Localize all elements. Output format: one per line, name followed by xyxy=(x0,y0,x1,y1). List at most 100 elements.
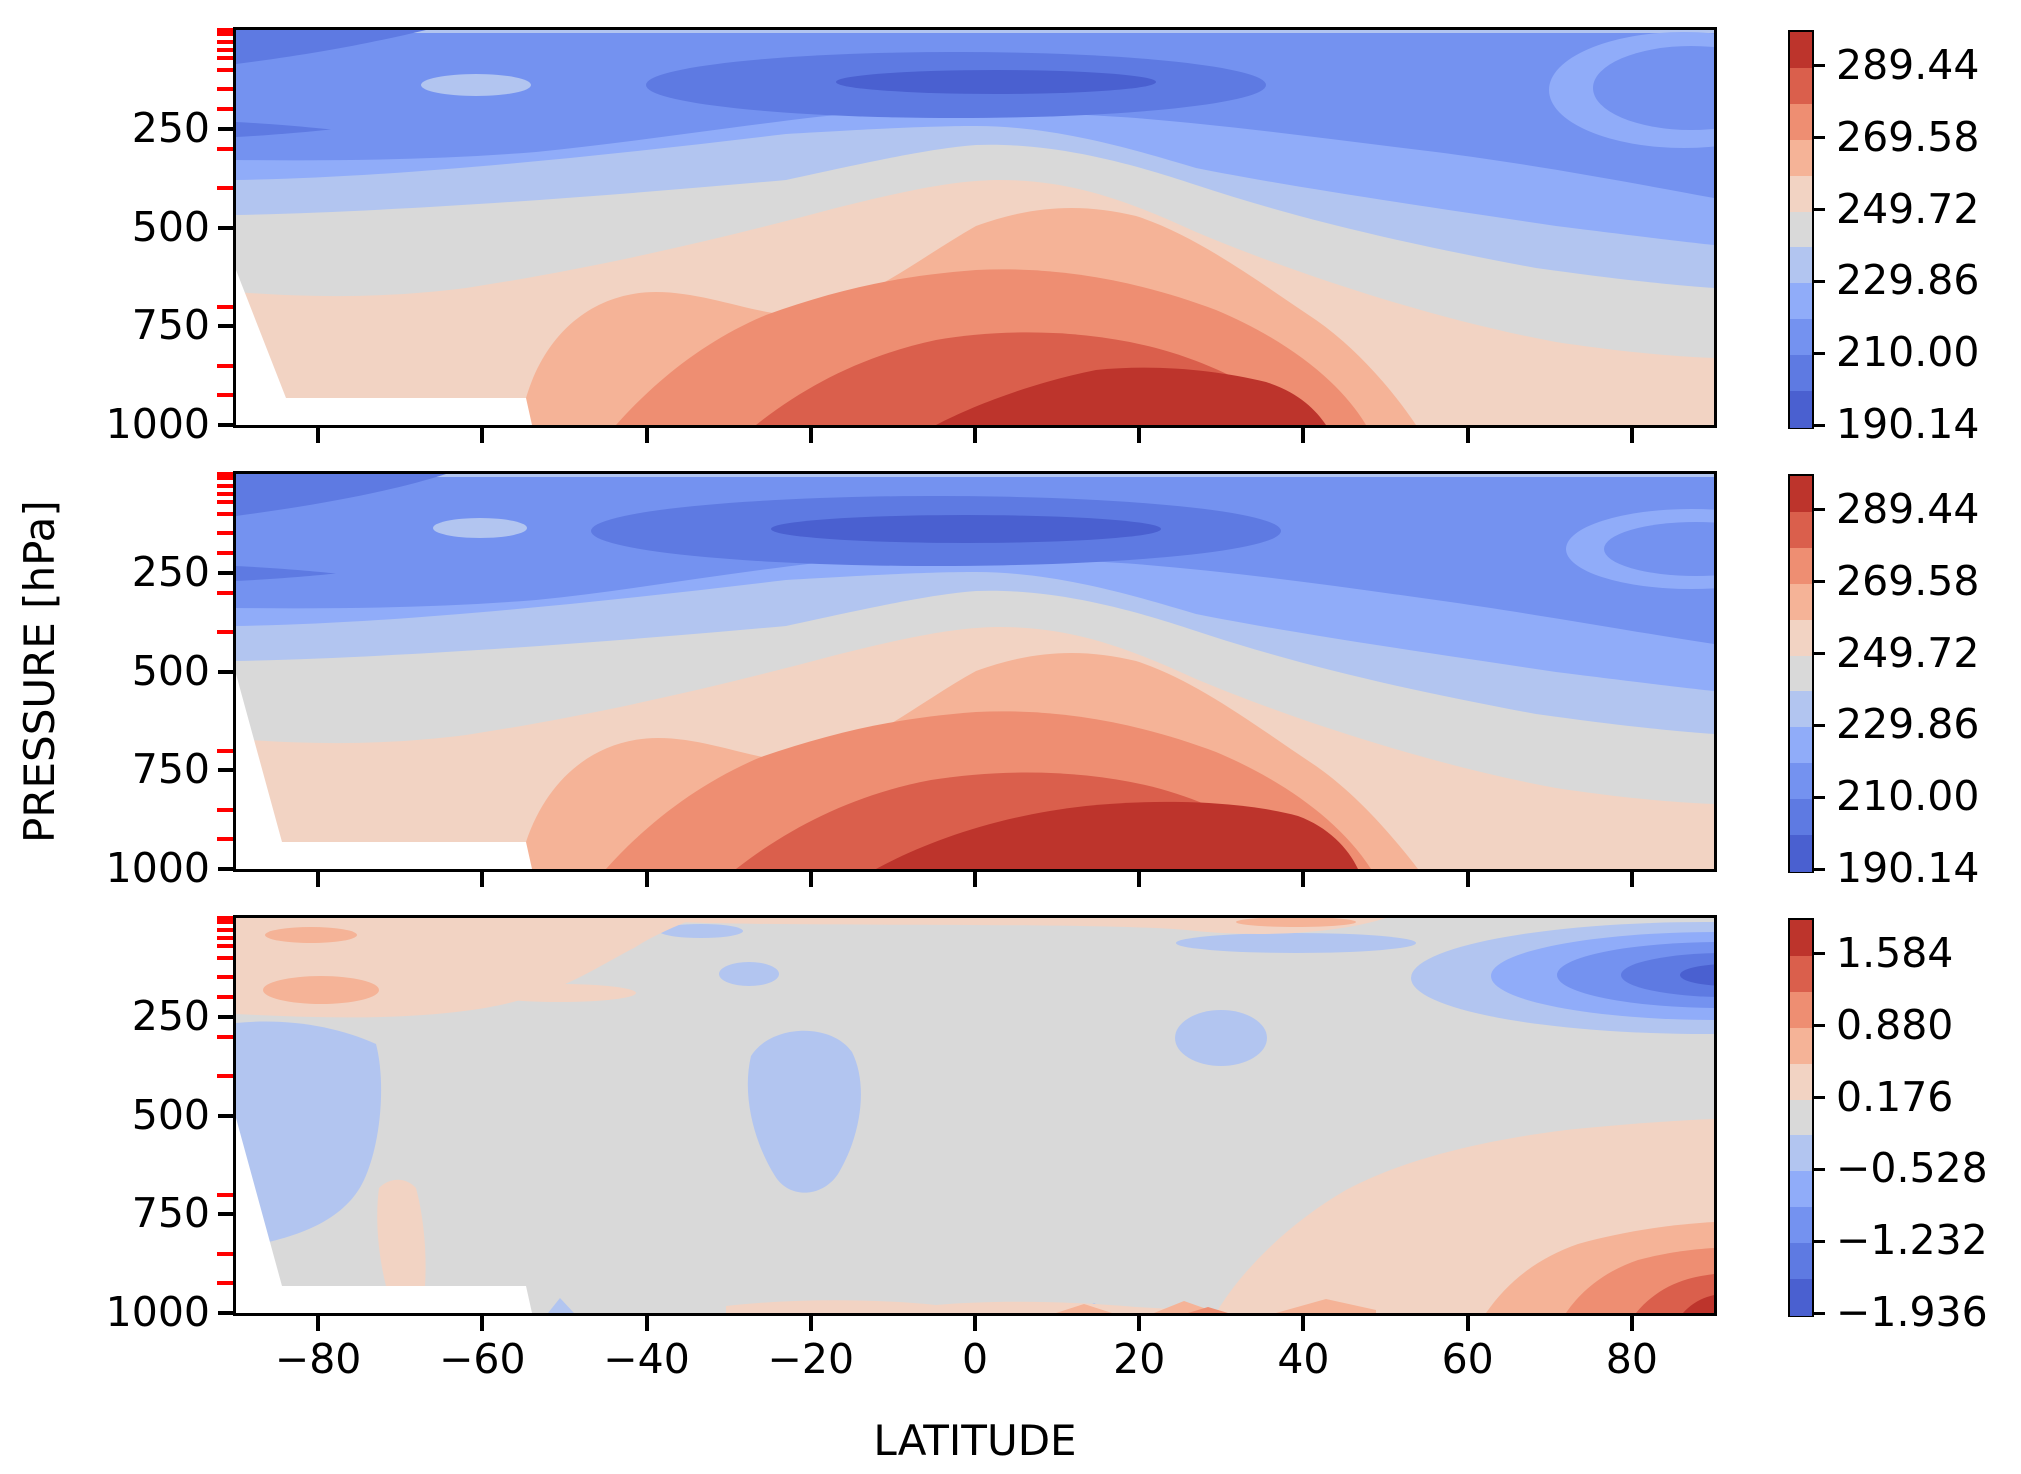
x-tick-mark xyxy=(1137,1316,1142,1331)
model-level-tick xyxy=(217,590,233,595)
colorbar-tick-mark xyxy=(1812,952,1825,956)
model-level-tick xyxy=(217,107,233,111)
colorbar-tick-mark xyxy=(1812,508,1825,512)
contour-plot-diff xyxy=(236,918,1714,1313)
contour-band xyxy=(1683,1295,1714,1313)
contour-band xyxy=(377,1179,426,1286)
colorbar-tick-label: 269.58 xyxy=(1836,112,1980,161)
x-tick-mark xyxy=(1629,872,1634,887)
model-level-tick xyxy=(217,47,233,52)
y-tick-mark xyxy=(218,867,233,871)
colorbar-band xyxy=(1790,391,1812,428)
contour-band xyxy=(236,474,446,516)
model-level-tick xyxy=(217,475,233,480)
colorbar-band xyxy=(1790,1171,1812,1208)
colorbar-tick-label: 229.86 xyxy=(1836,256,1980,305)
model-level-tick xyxy=(217,146,233,151)
x-tick-mark xyxy=(316,872,321,887)
y-tick-mark xyxy=(218,768,233,773)
colorbar-tick-mark xyxy=(1812,723,1825,727)
x-tick-mark xyxy=(316,1316,321,1331)
y-tick-label: 250 xyxy=(131,547,210,596)
colorbar-tick-mark xyxy=(1812,1024,1825,1028)
colorbar xyxy=(1788,474,1814,873)
model-level-tick xyxy=(217,1192,233,1197)
colorbar-tick-label: 229.86 xyxy=(1836,700,1980,749)
colorbar-band xyxy=(1790,799,1812,836)
model-level-tick xyxy=(217,511,233,516)
colorbar-band xyxy=(1790,920,1812,957)
x-tick-mark xyxy=(973,872,977,887)
x-tick-mark xyxy=(973,1316,977,1331)
colorbar-band xyxy=(1790,727,1812,764)
x-tick-mark xyxy=(1301,872,1306,887)
y-tick-label: 1000 xyxy=(105,1288,210,1336)
colorbar-band xyxy=(1790,511,1812,549)
contour-band xyxy=(659,924,743,938)
model-level-tick xyxy=(217,39,233,44)
model-level-tick xyxy=(217,1074,233,1078)
contour-band xyxy=(236,30,426,64)
colorbar-band xyxy=(1790,1063,1812,1101)
contour-band xyxy=(236,33,1714,198)
contour-band xyxy=(1621,953,1714,997)
x-tick-label: −40 xyxy=(603,1335,690,1383)
colorbar-band xyxy=(1790,103,1812,141)
x-tick-mark xyxy=(1137,872,1142,887)
contour-band xyxy=(1176,933,1416,953)
x-tick-mark xyxy=(1465,428,1470,443)
model-level-tick xyxy=(217,393,233,398)
x-tick-mark xyxy=(480,428,485,443)
contour-band xyxy=(236,30,1714,33)
contour-band xyxy=(1236,918,1356,927)
x-tick-mark xyxy=(1137,428,1142,443)
y-tick-mark xyxy=(218,225,233,230)
x-axis-title: LATITUDE xyxy=(873,1416,1077,1465)
model-level-tick xyxy=(217,67,233,72)
colorbar-tick-label: −0.528 xyxy=(1836,1144,1988,1193)
colorbar-tick-label: −1.936 xyxy=(1836,1288,1988,1336)
model-level-tick xyxy=(217,87,233,92)
y-tick-mark xyxy=(218,126,233,131)
colorbar-tick-label: 0.880 xyxy=(1836,1000,1954,1049)
x-tick-label: 80 xyxy=(1605,1335,1658,1383)
contour-band xyxy=(236,122,331,137)
y-tick-mark xyxy=(218,423,233,427)
colorbar-tick-mark xyxy=(1812,867,1825,871)
colorbar xyxy=(1788,30,1814,429)
colorbar-band xyxy=(1790,476,1812,513)
y-tick-mark xyxy=(218,570,233,575)
model-level-tick xyxy=(217,31,233,36)
contour-band xyxy=(771,515,1161,543)
contour-band xyxy=(936,367,1326,425)
colorbar-tick-mark xyxy=(1812,1239,1825,1243)
colorbar-tick-label: 0.176 xyxy=(1836,1072,1954,1121)
x-tick-mark xyxy=(644,872,649,887)
model-level-tick xyxy=(217,304,233,309)
x-tick-mark xyxy=(480,1316,485,1331)
colorbar-tick-label: 210.00 xyxy=(1836,772,1980,821)
colorbar-band xyxy=(1790,67,1812,105)
y-tick-label: 1000 xyxy=(105,844,210,892)
colorbar-band xyxy=(1790,1279,1812,1316)
x-tick-mark xyxy=(1629,1316,1634,1331)
colorbar-tick-mark xyxy=(1812,580,1825,584)
contour-band xyxy=(236,474,1714,477)
colorbar-tick-label: 190.14 xyxy=(1836,400,1980,448)
colorbar-band xyxy=(1790,319,1812,356)
x-tick-mark xyxy=(480,872,485,887)
x-tick-mark xyxy=(1301,1316,1306,1331)
model-level-tick xyxy=(217,748,233,753)
model-level-tick xyxy=(217,483,233,488)
model-level-tick xyxy=(217,186,233,190)
model-level-tick xyxy=(217,1251,233,1256)
model-level-tick xyxy=(217,630,233,634)
colorbar-band xyxy=(1790,955,1812,993)
contour-band xyxy=(1056,1304,1112,1313)
contour-band xyxy=(263,976,379,1004)
colorbar-tick-mark xyxy=(1812,423,1825,427)
colorbar-tick-label: 1.584 xyxy=(1836,928,1954,977)
y-tick-mark xyxy=(218,1014,233,1019)
x-tick-label: 20 xyxy=(1113,1335,1166,1383)
model-level-tick xyxy=(217,1034,233,1039)
